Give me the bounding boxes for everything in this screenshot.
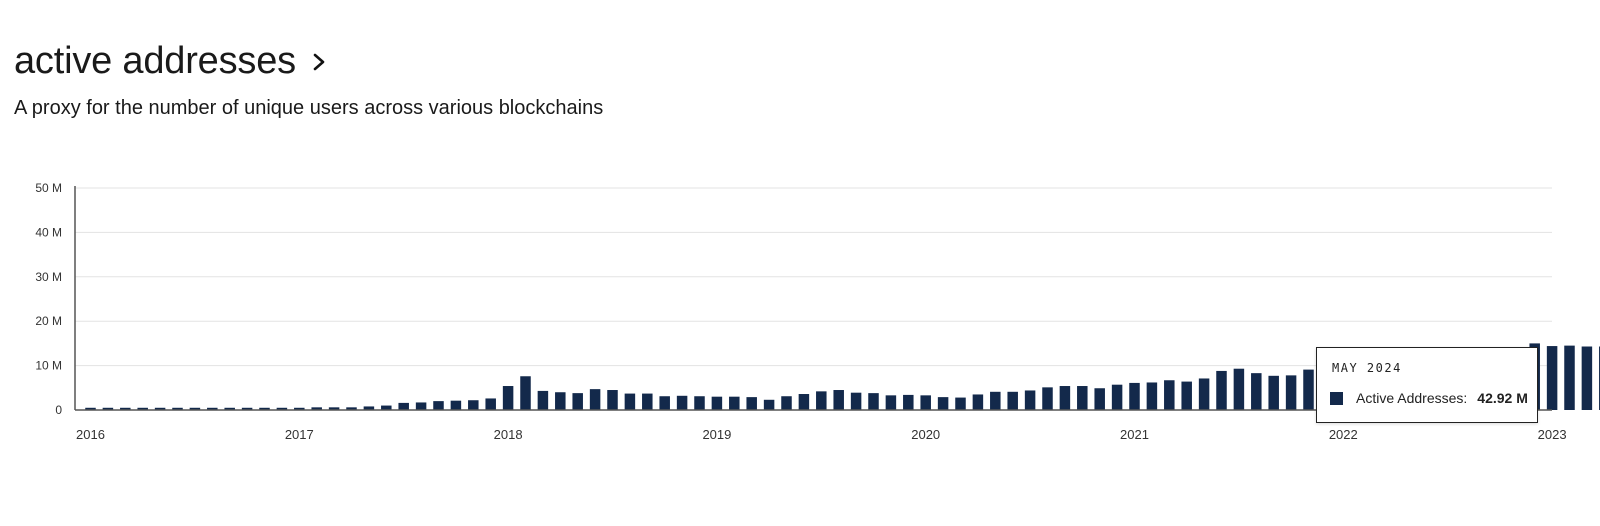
bar	[990, 391, 1001, 410]
y-tick-label: 20 M	[35, 314, 62, 328]
bar	[276, 407, 288, 410]
bar	[1024, 390, 1036, 410]
bar	[537, 390, 549, 410]
bar	[1146, 382, 1158, 410]
bar	[120, 407, 131, 410]
y-tick-label: 30 M	[35, 270, 62, 284]
bar	[1164, 380, 1175, 410]
bar	[172, 407, 183, 410]
bar	[833, 390, 844, 410]
bar	[572, 393, 583, 410]
tooltip-value: 42.92 M	[1477, 390, 1528, 406]
x-tick-label: 2020	[911, 427, 940, 442]
bar	[450, 400, 462, 410]
bar	[241, 407, 253, 410]
bar	[1546, 346, 1558, 410]
bar	[607, 390, 618, 410]
tooltip-date: MAY 2024	[1332, 361, 1402, 375]
bar	[502, 386, 514, 410]
bar	[154, 407, 166, 410]
bar	[328, 407, 340, 410]
x-tick-label: 2019	[702, 427, 731, 442]
x-tick-label: 2017	[285, 427, 314, 442]
bar	[363, 406, 375, 410]
bar	[433, 401, 444, 410]
bar	[485, 398, 496, 410]
x-tick-label: 2021	[1120, 427, 1149, 442]
chart-tooltip: MAY 2024 Active Addresses: 42.92 M	[1316, 347, 1538, 423]
y-tick-label: 10 M	[35, 359, 62, 373]
bar	[746, 397, 757, 410]
tooltip-series-swatch	[1330, 391, 1343, 405]
bar	[398, 402, 409, 410]
bar	[1181, 381, 1192, 410]
page-title: active addresses	[14, 40, 296, 82]
bar	[1077, 386, 1088, 410]
bar	[937, 397, 949, 410]
bar	[1268, 375, 1279, 410]
y-tick-label: 0	[55, 403, 62, 417]
bar	[85, 407, 96, 410]
bar	[642, 393, 653, 410]
title-row: active addresses	[14, 40, 330, 83]
bar	[694, 396, 705, 410]
bar	[1111, 384, 1123, 410]
bar	[381, 405, 392, 410]
bar	[294, 407, 305, 410]
bar	[1233, 368, 1245, 410]
bar	[624, 393, 636, 410]
x-tick-label: 2023	[1538, 427, 1567, 442]
bar	[346, 407, 357, 410]
page-subtitle: A proxy for the number of unique users a…	[14, 97, 604, 119]
bar	[102, 407, 114, 410]
bar	[781, 396, 792, 410]
bar	[1059, 386, 1071, 410]
bar	[224, 407, 235, 410]
bar	[676, 395, 688, 410]
bar	[920, 395, 931, 410]
bar	[659, 396, 670, 410]
bar	[1042, 387, 1053, 410]
y-tick-label: 50 M	[35, 181, 62, 195]
bar	[868, 393, 879, 410]
bar	[972, 394, 984, 410]
bar	[763, 399, 775, 410]
bar	[729, 396, 740, 410]
bar	[207, 407, 218, 410]
bar	[885, 395, 897, 410]
bar	[955, 397, 966, 410]
bar	[520, 376, 531, 410]
x-tick-label: 2018	[494, 427, 523, 442]
bar	[850, 392, 862, 410]
x-tick-label: 2022	[1329, 427, 1358, 442]
bar	[1198, 378, 1210, 410]
bar	[1216, 370, 1227, 410]
bar	[1581, 346, 1593, 410]
bar	[137, 407, 148, 410]
bar	[189, 407, 201, 410]
chevron-right-icon[interactable]	[310, 47, 330, 77]
bar	[903, 394, 914, 410]
tooltip-row: Active Addresses: 42.92 M	[1330, 390, 1528, 406]
bar	[1251, 373, 1262, 410]
bar	[1564, 345, 1575, 410]
bar	[1285, 375, 1297, 410]
y-tick-label: 40 M	[35, 225, 62, 239]
bar	[311, 407, 322, 410]
bar	[816, 391, 827, 410]
bar	[711, 396, 723, 410]
x-tick-label: 2016	[76, 427, 105, 442]
bar	[1094, 388, 1105, 410]
tooltip-series-label: Active Addresses:	[1356, 390, 1468, 406]
bar	[589, 389, 601, 410]
bar	[1129, 382, 1140, 410]
bar	[468, 400, 479, 410]
bar	[555, 392, 566, 410]
bar	[259, 407, 270, 410]
bar	[798, 394, 810, 410]
bar	[415, 402, 427, 410]
bar	[1007, 391, 1018, 410]
bar	[1303, 369, 1314, 410]
